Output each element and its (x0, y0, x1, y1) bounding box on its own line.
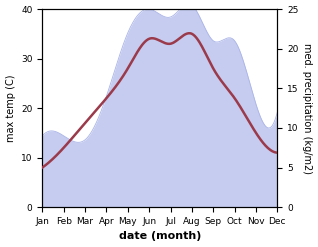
Y-axis label: med. precipitation (kg/m2): med. precipitation (kg/m2) (302, 43, 313, 174)
Y-axis label: max temp (C): max temp (C) (5, 74, 16, 142)
X-axis label: date (month): date (month) (119, 231, 201, 242)
